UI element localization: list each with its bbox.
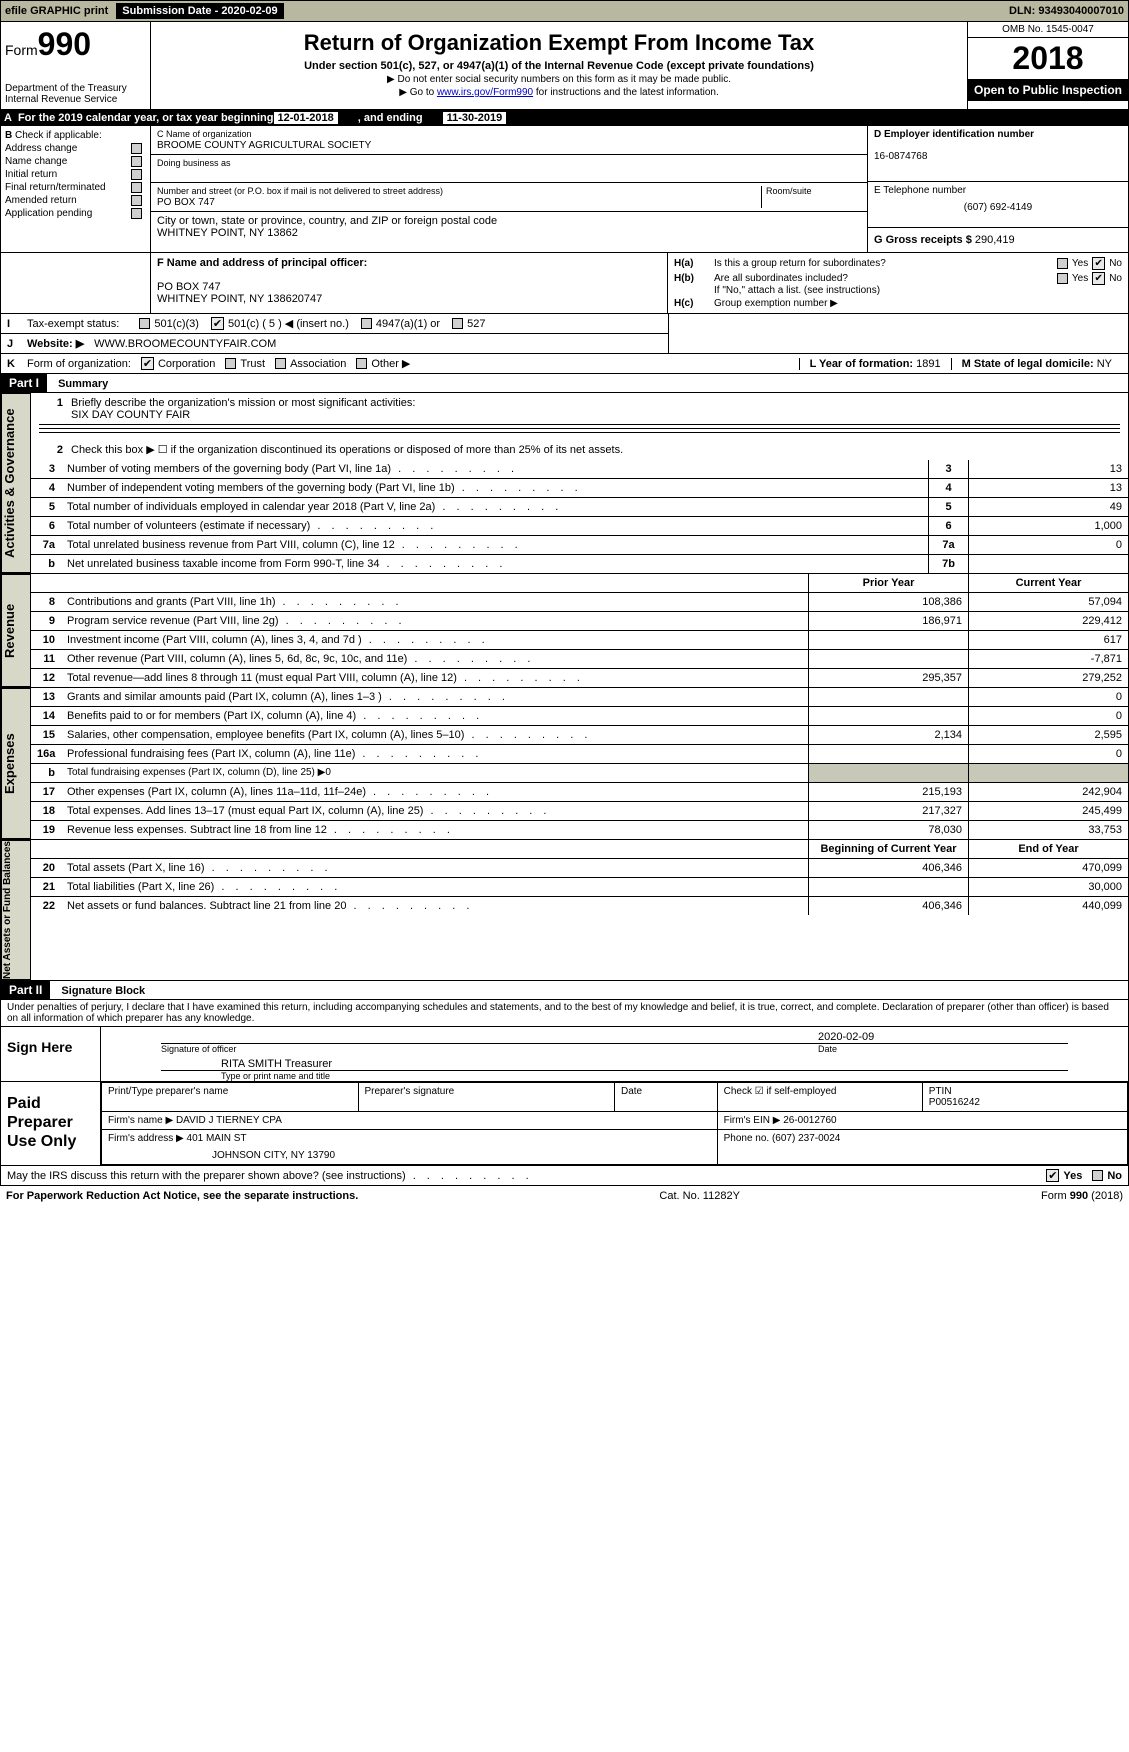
row-k: K Form of organization: ✔Corporation Tru… <box>0 354 1129 374</box>
row-j: J Website: ▶ WWW.BROOMECOUNTYFAIR.COM <box>0 334 669 354</box>
expenses-label: Expenses <box>1 688 31 839</box>
irs-link[interactable]: www.irs.gov/Form990 <box>437 87 533 98</box>
dept-treasury: Department of the Treasury <box>5 83 146 94</box>
activities-governance-label: Activities & Governance <box>1 393 31 573</box>
revenue-block: Revenue Prior Year Current Year 8Contrib… <box>0 574 1129 688</box>
top-bar: efile GRAPHIC print Submission Date - 20… <box>0 0 1129 22</box>
open-public: Open to Public Inspection <box>968 79 1128 101</box>
irs-label: Internal Revenue Service <box>5 94 146 105</box>
officer-addr1: PO BOX 747 <box>157 281 221 293</box>
row-a: A For the 2019 calendar year, or tax yea… <box>0 110 1129 126</box>
part1-title: Summary <box>50 376 116 392</box>
part1-label: Part I <box>1 374 47 392</box>
submission-date: Submission Date - 2020-02-09 <box>116 3 283 19</box>
gross-receipts: 290,419 <box>975 234 1015 246</box>
firm-addr1: 401 MAIN ST <box>187 1133 247 1144</box>
footer: For Paperwork Reduction Act Notice, see … <box>0 1186 1129 1206</box>
net-assets-label: Net Assets or Fund Balances <box>1 840 31 980</box>
paid-preparer-block: Paid Preparer Use Only Print/Type prepar… <box>0 1082 1129 1166</box>
row-i: I Tax-exempt status: 501(c)(3) ✔501(c) (… <box>0 314 669 334</box>
hb-no-checkbox[interactable]: ✔ <box>1092 272 1105 285</box>
tax-year-begin: 12-01-2018 <box>274 112 338 124</box>
city-state: WHITNEY POINT, NY 13862 <box>157 227 298 239</box>
part2-label: Part II <box>1 981 50 999</box>
discuss-row: May the IRS discuss this return with the… <box>0 1166 1129 1186</box>
org-name: BROOME COUNTY AGRICULTURAL SOCIETY <box>157 140 371 151</box>
website: WWW.BROOMECOUNTYFAIR.COM <box>94 338 276 350</box>
ha-no-checkbox[interactable]: ✔ <box>1092 257 1105 270</box>
year-formation: 1891 <box>916 358 940 370</box>
mission: SIX DAY COUNTY FAIR <box>71 409 190 421</box>
form-subtitle: Under section 501(c), 527, or 4947(a)(1)… <box>155 60 963 72</box>
tax-year: 2018 <box>968 38 1128 79</box>
form-title: Return of Organization Exempt From Incom… <box>155 30 963 56</box>
form-number: Form990 <box>5 26 146 63</box>
note-ssn: ▶ Do not enter social security numbers o… <box>155 74 963 85</box>
ha-yes-checkbox[interactable] <box>1057 258 1068 269</box>
sig-date: 2020-02-09 <box>808 1031 1068 1044</box>
dln: DLN: 93493040007010 <box>1009 5 1124 17</box>
phone: (607) 692-4149 <box>874 202 1122 213</box>
discuss-no-checkbox[interactable] <box>1092 1170 1103 1181</box>
firm-ein: 26-0012760 <box>783 1115 836 1126</box>
officer-name: RITA SMITH Treasurer <box>161 1054 1068 1071</box>
firm-phone: (607) 237-0024 <box>772 1133 840 1144</box>
sign-here-block: Sign Here 2020-02-09 Signature of office… <box>0 1027 1129 1082</box>
address: PO BOX 747 <box>157 197 215 208</box>
part2-title: Signature Block <box>53 983 153 999</box>
tax-year-end: 11-30-2019 <box>443 112 507 124</box>
net-assets-block: Net Assets or Fund Balances Beginning of… <box>0 840 1129 981</box>
expenses-block: Expenses 13Grants and similar amounts pa… <box>0 688 1129 840</box>
ein: 16-0874768 <box>874 151 927 162</box>
officer-addr2: WHITNEY POINT, NY 138620747 <box>157 293 322 305</box>
discuss-yes-checkbox[interactable]: ✔ <box>1046 1169 1059 1182</box>
form-header: Form990 Department of the Treasury Inter… <box>0 22 1129 110</box>
efile-label: efile GRAPHIC print <box>5 5 108 17</box>
ptin: P00516242 <box>929 1097 980 1108</box>
firm-addr2: JOHNSON CITY, NY 13790 <box>102 1147 718 1165</box>
revenue-label: Revenue <box>1 574 31 687</box>
perjury-statement: Under penalties of perjury, I declare th… <box>0 1000 1129 1027</box>
note-goto: ▶ Go to www.irs.gov/Form990 for instruct… <box>155 87 963 98</box>
section-b: B Check if applicable: Address changeNam… <box>0 126 1129 253</box>
section-f-h: F Name and address of principal officer:… <box>0 253 1129 314</box>
omb-number: OMB No. 1545-0047 <box>968 22 1128 38</box>
activities-governance-block: Activities & Governance 1Briefly describ… <box>0 393 1129 574</box>
firm-name: DAVID J TIERNEY CPA <box>176 1115 282 1126</box>
state-domicile: NY <box>1097 358 1112 370</box>
hb-yes-checkbox[interactable] <box>1057 273 1068 284</box>
